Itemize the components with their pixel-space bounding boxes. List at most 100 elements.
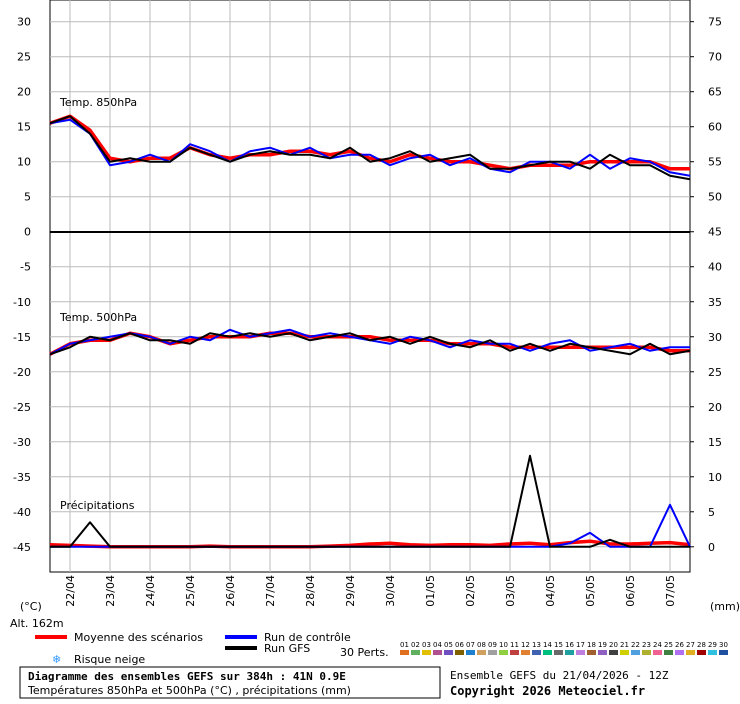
- y2-tick-label: 5: [708, 506, 715, 519]
- footer-title: Diagramme des ensembles GEFS sur 384h : …: [28, 670, 346, 683]
- y-unit: (°C): [20, 600, 42, 613]
- y2-tick-label: 25: [708, 366, 722, 379]
- pert-swatch: [642, 650, 651, 655]
- plot-area: [49, 0, 691, 573]
- pert-swatch: [554, 650, 563, 655]
- y2-tick-label: 10: [708, 471, 722, 484]
- pert-swatch: [686, 650, 695, 655]
- snow-label: Risque neige: [74, 653, 145, 666]
- pert-swatch: [587, 650, 596, 655]
- pert-label: 16: [565, 641, 574, 649]
- y-tick-label: -35: [13, 471, 31, 484]
- pert-label: 14: [543, 641, 552, 649]
- x-tick-label: 25/04: [184, 575, 197, 607]
- pert-label: 21: [620, 641, 629, 649]
- pert-swatch: [488, 650, 497, 655]
- x-tick-label: 27/04: [264, 575, 277, 607]
- y2-tick-label: 40: [708, 261, 722, 274]
- y2-tick-label: 20: [708, 401, 722, 414]
- y2-tick-label: 55: [708, 156, 722, 169]
- pert-label: 18: [587, 641, 596, 649]
- altitude: Alt. 162m: [10, 617, 64, 630]
- y2-tick-label: 75: [708, 16, 722, 29]
- footer-run: Ensemble GEFS du 21/04/2026 - 12Z: [450, 669, 669, 682]
- x-tick-label: 26/04: [224, 575, 237, 607]
- pert-label: 26: [675, 641, 684, 649]
- x-tick-label: 07/05: [664, 575, 677, 607]
- footer-box: [19, 666, 441, 699]
- series-line: [49, 118, 691, 177]
- pert-label: 13: [532, 641, 541, 649]
- pert-swatch: [422, 650, 431, 655]
- pert-swatch: [411, 650, 420, 655]
- pert-swatch: [708, 650, 717, 655]
- x-tick-label: 22/04: [64, 575, 77, 607]
- y2-tick-label: 50: [708, 191, 722, 204]
- y-tick-label: -45: [13, 541, 31, 554]
- pert-swatch: [620, 650, 629, 655]
- y2-tick-label: 60: [708, 121, 722, 134]
- y2-tick-label: 0: [708, 541, 715, 554]
- y-tick-label: -40: [13, 506, 31, 519]
- x-tick-label: 01/05: [424, 575, 437, 607]
- pert-swatch: [543, 650, 552, 655]
- legend-label: Moyenne des scénarios: [74, 631, 203, 644]
- pert-label: 01: [400, 641, 409, 649]
- pert-swatch: [521, 650, 530, 655]
- y2-tick-label: 35: [708, 296, 722, 309]
- pert-label: 05: [444, 641, 453, 649]
- panel-label: Temp. 500hPa: [59, 311, 137, 324]
- series-line: [49, 114, 690, 171]
- pert-swatch: [433, 650, 442, 655]
- snow-icon: ❄: [52, 653, 61, 666]
- pert-label: 23: [642, 641, 651, 649]
- pert-swatch: [510, 650, 519, 655]
- legend-label: Run de contrôle: [264, 631, 351, 644]
- y-tick-label: 10: [17, 156, 31, 169]
- x-tick-label: 24/04: [144, 575, 157, 607]
- pert-swatch: [477, 650, 486, 655]
- pert-swatch: [664, 650, 673, 655]
- y-tick-label: -15: [13, 331, 31, 344]
- pert-swatch: [697, 650, 706, 655]
- x-tick-label: 03/05: [504, 575, 517, 607]
- pert-swatch: [466, 650, 475, 655]
- y2-unit: (mm): [710, 600, 740, 613]
- x-tick-label: 29/04: [344, 575, 357, 607]
- pert-swatch: [400, 650, 409, 655]
- y-tick-label: -10: [13, 296, 31, 309]
- pert-swatch: [499, 650, 508, 655]
- y-tick-label: -20: [13, 366, 31, 379]
- pert-label: 02: [411, 641, 420, 649]
- pert-swatch: [598, 650, 607, 655]
- pert-label: 27: [686, 641, 695, 649]
- pert-swatch: [455, 650, 464, 655]
- pert-label: 10: [499, 641, 508, 649]
- pert-label: 08: [477, 641, 486, 649]
- pert-swatch: [719, 650, 728, 655]
- pert-label: 25: [664, 641, 673, 649]
- panel-label: Précipitations: [60, 499, 135, 512]
- pert-label: 09: [488, 641, 497, 649]
- pert-label: 22: [631, 641, 640, 649]
- y-tick-label: -25: [13, 401, 31, 414]
- y-tick-label: 25: [17, 51, 31, 64]
- pert-label: 15: [554, 641, 563, 649]
- pert-label: 07: [466, 641, 475, 649]
- pert-swatch: [565, 650, 574, 655]
- y-tick-label: 15: [17, 121, 31, 134]
- pert-label: 12: [521, 641, 530, 649]
- pert-label: 19: [598, 641, 607, 649]
- pert-label: 30: [719, 641, 728, 649]
- pert-swatch: [653, 650, 662, 655]
- y-tick-label: 5: [24, 191, 31, 204]
- y2-tick-label: 70: [708, 51, 722, 64]
- legend-label: Run GFS: [264, 642, 310, 655]
- pert-label: 17: [576, 641, 585, 649]
- pert-label: 24: [653, 641, 662, 649]
- pert-label: 20: [609, 641, 618, 649]
- y-tick-label: -30: [13, 436, 31, 449]
- series-line: [49, 115, 691, 181]
- pert-swatch: [631, 650, 640, 655]
